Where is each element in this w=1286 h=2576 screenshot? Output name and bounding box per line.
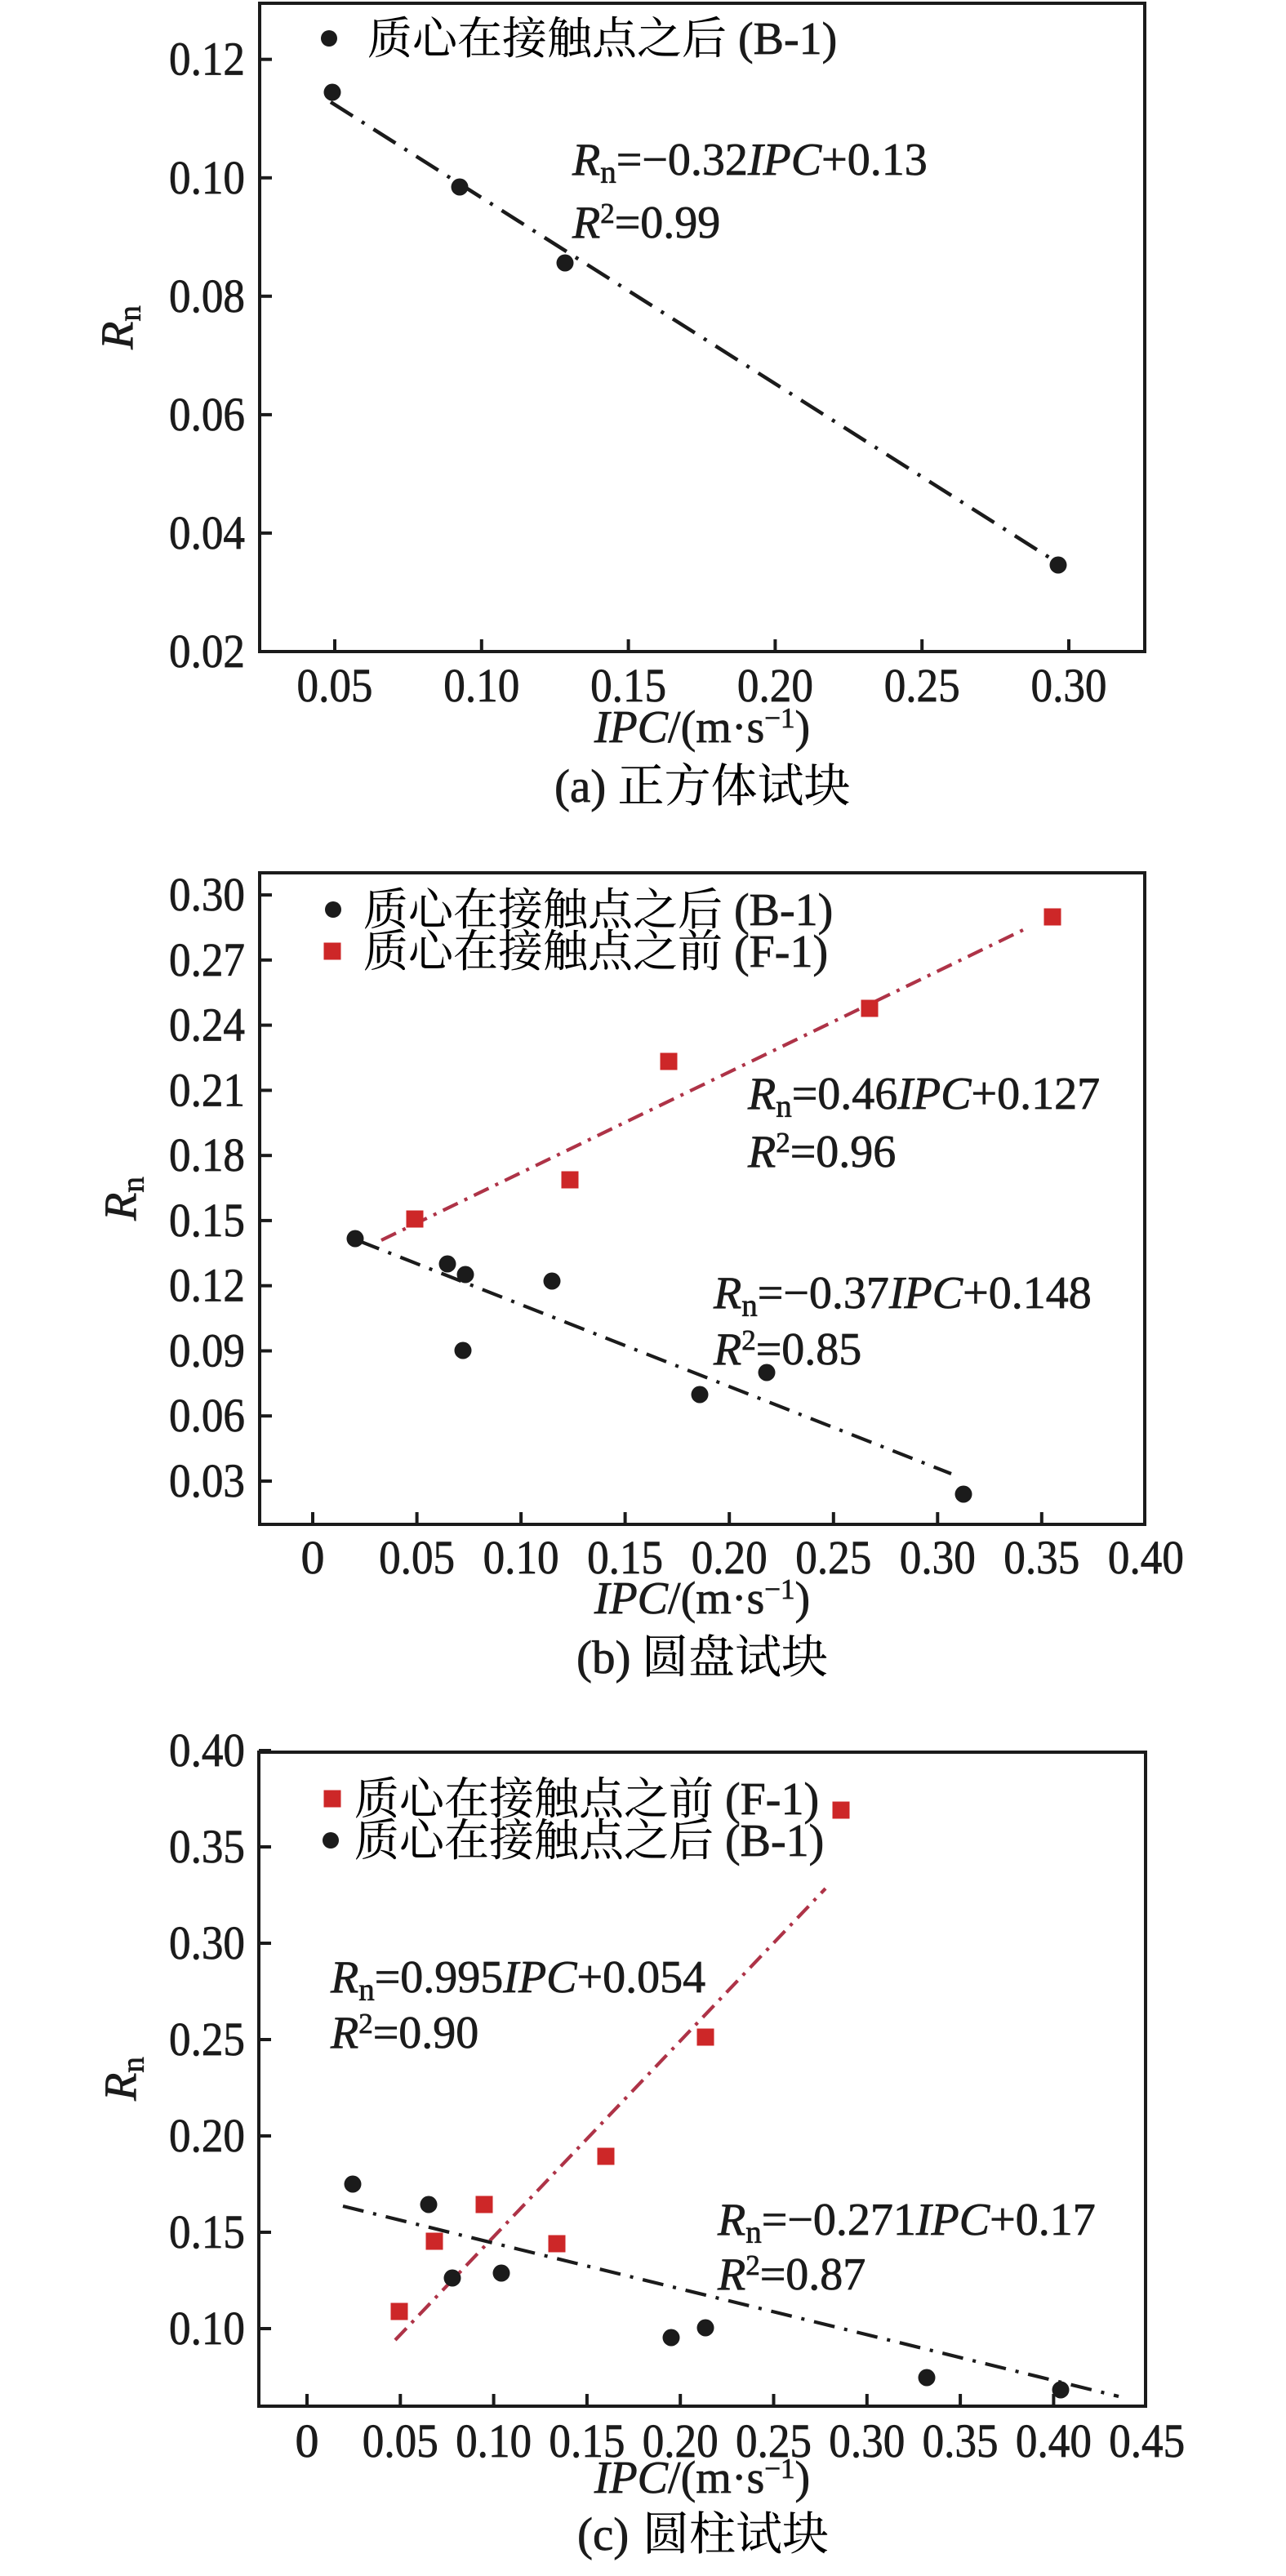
- svg-text:Rn=−0.271IPC+0.17: Rn=−0.271IPC+0.17: [717, 2195, 1096, 2250]
- svg-text:(c): (c): [577, 2509, 641, 2560]
- svg-text:0.20: 0.20: [643, 2414, 719, 2467]
- svg-text:Rn: Rn: [96, 2057, 151, 2102]
- svg-text:Rn: Rn: [92, 305, 148, 350]
- svg-text:(b): (b): [576, 1632, 643, 1684]
- svg-text:Rn=0.46IPC+0.127: Rn=0.46IPC+0.127: [747, 1069, 1100, 1124]
- svg-text:0.30: 0.30: [829, 2414, 905, 2467]
- svg-text:0.10: 0.10: [169, 151, 245, 204]
- svg-text:IPC/(m·s−1): IPC/(m·s−1): [594, 702, 810, 753]
- svg-text:(B-1): (B-1): [727, 14, 837, 65]
- svg-text:0.10: 0.10: [169, 2302, 245, 2355]
- svg-text:0.05: 0.05: [297, 659, 373, 712]
- svg-text:0.15: 0.15: [587, 1531, 663, 1584]
- svg-text:0.35: 0.35: [169, 1820, 245, 1873]
- svg-text:Rn=−0.37IPC+0.148: Rn=−0.37IPC+0.148: [713, 1268, 1092, 1324]
- svg-text:0.25: 0.25: [736, 2414, 812, 2467]
- svg-text:0: 0: [296, 2414, 319, 2467]
- svg-text:0.20: 0.20: [692, 1531, 768, 1584]
- svg-text:IPC/(m·s−1): IPC/(m·s−1): [594, 2453, 810, 2503]
- svg-text:0.20: 0.20: [169, 2109, 245, 2162]
- svg-text:0.35: 0.35: [1003, 1531, 1079, 1584]
- svg-text:0.25: 0.25: [884, 659, 960, 712]
- svg-text:(a): (a): [554, 761, 618, 812]
- svg-text:0.25: 0.25: [795, 1531, 871, 1584]
- svg-text:R2=0.99: R2=0.99: [572, 198, 720, 248]
- svg-text:0.30: 0.30: [900, 1531, 976, 1584]
- svg-text:(B-1): (B-1): [714, 1816, 824, 1866]
- svg-text:R2=0.85: R2=0.85: [713, 1324, 861, 1375]
- svg-text:Rn=−0.32IPC+0.13: Rn=−0.32IPC+0.13: [572, 135, 928, 190]
- svg-text:0.40: 0.40: [169, 1724, 245, 1777]
- svg-text:0.35: 0.35: [923, 2414, 999, 2467]
- svg-text:0.02: 0.02: [169, 625, 245, 678]
- svg-text:0.25: 0.25: [169, 2013, 245, 2066]
- svg-text:0.10: 0.10: [443, 659, 519, 712]
- svg-text:0.18: 0.18: [169, 1128, 245, 1181]
- svg-text:Rn=0.995IPC+0.054: Rn=0.995IPC+0.054: [330, 1952, 705, 2008]
- svg-text:0.20: 0.20: [737, 659, 813, 712]
- svg-text:0.27: 0.27: [169, 933, 245, 986]
- svg-text:IPC/(m·s−1): IPC/(m·s−1): [594, 1573, 810, 1624]
- svg-text:0.12: 0.12: [169, 33, 245, 86]
- svg-text:0.15: 0.15: [549, 2414, 625, 2467]
- svg-text:0.06: 0.06: [169, 388, 245, 441]
- svg-text:0.30: 0.30: [169, 1916, 245, 1969]
- svg-text:0.45: 0.45: [1109, 2414, 1185, 2467]
- svg-text:R2=0.90: R2=0.90: [330, 2008, 478, 2058]
- svg-text:0.03: 0.03: [169, 1454, 245, 1507]
- svg-text:0.15: 0.15: [169, 1194, 245, 1247]
- svg-text:0.24: 0.24: [169, 999, 245, 1052]
- svg-text:0: 0: [301, 1531, 325, 1584]
- svg-text:0.30: 0.30: [169, 868, 245, 921]
- svg-text:0.06: 0.06: [169, 1389, 245, 1442]
- svg-text:(F-1): (F-1): [714, 1774, 819, 1825]
- svg-text:0.09: 0.09: [169, 1324, 245, 1377]
- svg-text:0.05: 0.05: [379, 1531, 455, 1584]
- svg-text:Rn: Rn: [96, 1177, 151, 1221]
- svg-text:0.10: 0.10: [483, 1531, 559, 1584]
- svg-text:0.15: 0.15: [590, 659, 666, 712]
- svg-text:0.12: 0.12: [169, 1259, 245, 1312]
- svg-text:0.15: 0.15: [169, 2205, 245, 2258]
- svg-text:0.21: 0.21: [169, 1063, 245, 1116]
- svg-text:0.08: 0.08: [169, 269, 245, 323]
- svg-text:0.10: 0.10: [456, 2414, 532, 2467]
- svg-text:R2=0.87: R2=0.87: [717, 2249, 865, 2300]
- svg-text:0.05: 0.05: [363, 2414, 438, 2467]
- svg-text:0.04: 0.04: [169, 506, 245, 559]
- svg-text:(B-1): (B-1): [723, 885, 833, 936]
- svg-text:0.30: 0.30: [1031, 659, 1107, 712]
- svg-text:0.40: 0.40: [1108, 1531, 1184, 1584]
- svg-text:(F-1): (F-1): [723, 927, 828, 977]
- svg-text:0.40: 0.40: [1016, 2414, 1092, 2467]
- svg-text:R2=0.96: R2=0.96: [747, 1127, 896, 1177]
